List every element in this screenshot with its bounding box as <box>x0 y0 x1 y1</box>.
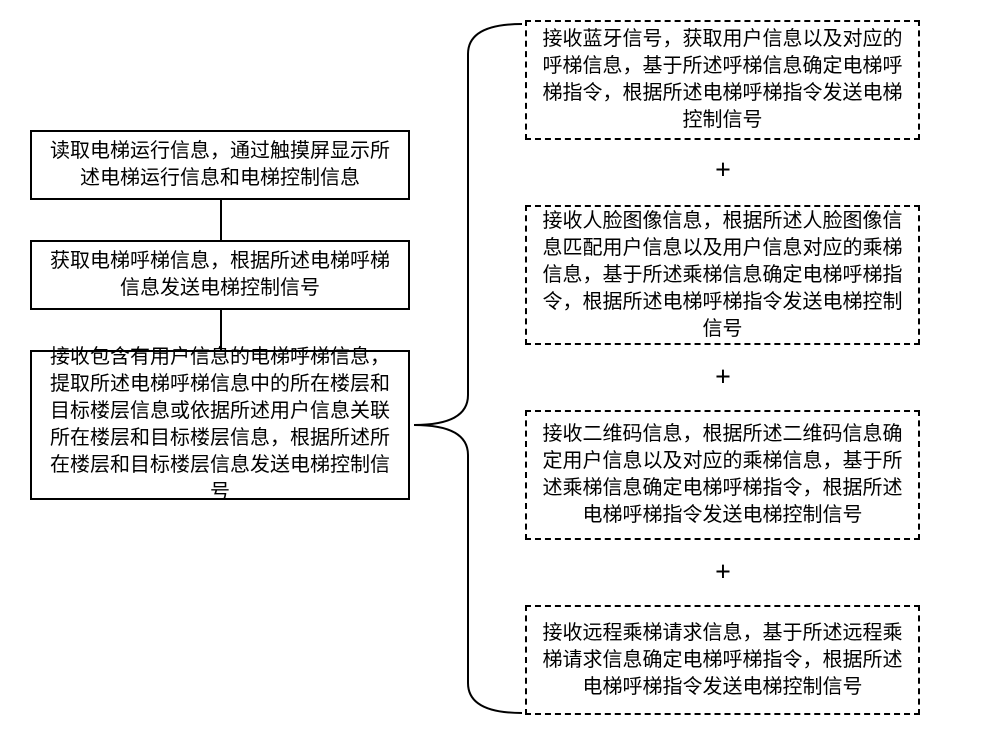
flow-box-text: 接收二维码信息，根据所述二维码信息确定用户信息以及对应的乘梯信息，基于所述乘梯信… <box>537 421 908 529</box>
flow-box-text: 接收包含有用户信息的电梯呼梯信息，提取所述电梯呼梯信息中的所在楼层和目标楼层信息… <box>42 344 398 506</box>
plus-icon: + <box>708 362 738 394</box>
flow-box-text: 读取电梯运行信息，通过触摸屏显示所述电梯运行信息和电梯控制信息 <box>42 138 398 192</box>
plus-icon: + <box>708 155 738 187</box>
flow-box-r2: 接收人脸图像信息，根据所述人脸图像信息匹配用户信息以及用户信息对应的乘梯信息，基… <box>525 205 920 345</box>
flow-box-text: 获取电梯呼梯信息，根据所述电梯呼梯信息发送电梯控制信号 <box>42 248 398 302</box>
connector-line <box>220 200 222 240</box>
flow-box-text: 接收人脸图像信息，根据所述人脸图像信息匹配用户信息以及用户信息对应的乘梯信息，基… <box>537 208 908 343</box>
flow-box-l2: 获取电梯呼梯信息，根据所述电梯呼梯信息发送电梯控制信号 <box>30 240 410 310</box>
flow-box-r1: 接收蓝牙信号，获取用户信息以及对应的呼梯信息，基于所述呼梯信息确定电梯呼梯指令，… <box>525 20 920 140</box>
flow-box-l1: 读取电梯运行信息，通过触摸屏显示所述电梯运行信息和电梯控制信息 <box>30 130 410 200</box>
plus-icon: + <box>708 557 738 589</box>
connector-line <box>220 310 222 350</box>
flow-box-l3: 接收包含有用户信息的电梯呼梯信息，提取所述电梯呼梯信息中的所在楼层和目标楼层信息… <box>30 350 410 500</box>
flow-box-text: 接收蓝牙信号，获取用户信息以及对应的呼梯信息，基于所述呼梯信息确定电梯呼梯指令，… <box>537 26 908 134</box>
diagram-canvas: 读取电梯运行信息，通过触摸屏显示所述电梯运行信息和电梯控制信息获取电梯呼梯信息，… <box>0 0 1000 756</box>
flow-box-r3: 接收二维码信息，根据所述二维码信息确定用户信息以及对应的乘梯信息，基于所述乘梯信… <box>525 410 920 540</box>
flow-box-text: 接收远程乘梯请求信息，基于所述远程乘梯请求信息确定电梯呼梯指令，根据所述电梯呼梯… <box>537 620 908 701</box>
group-bracket <box>412 22 526 717</box>
flow-box-r4: 接收远程乘梯请求信息，基于所述远程乘梯请求信息确定电梯呼梯指令，根据所述电梯呼梯… <box>525 605 920 715</box>
